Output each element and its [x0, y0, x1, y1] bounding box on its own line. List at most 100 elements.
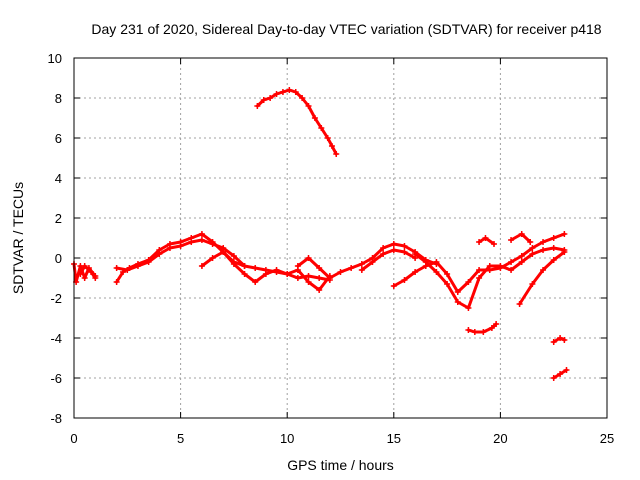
series-layer — [71, 87, 570, 381]
data-point — [380, 251, 387, 257]
data-point — [561, 337, 568, 343]
data-point — [529, 251, 536, 257]
y-tick-label: -2 — [50, 291, 62, 306]
y-tick-label: -4 — [50, 331, 62, 346]
data-point — [305, 279, 312, 285]
series-track-2 — [78, 264, 97, 280]
data-point — [561, 249, 568, 255]
data-point — [273, 91, 280, 97]
data-point — [252, 279, 259, 285]
data-point — [316, 287, 323, 293]
data-point — [358, 261, 365, 267]
data-point — [444, 281, 451, 287]
data-point — [516, 301, 523, 307]
data-point — [326, 275, 333, 281]
y-tick-label: -8 — [50, 411, 62, 426]
data-point — [294, 275, 301, 281]
data-point — [81, 275, 88, 281]
data-point — [252, 265, 259, 271]
data-point — [550, 339, 557, 345]
data-point — [311, 115, 318, 121]
data-point — [508, 267, 515, 273]
data-point — [518, 231, 525, 237]
data-point — [284, 271, 291, 277]
data-point — [209, 241, 216, 247]
y-tick-label: -6 — [50, 371, 62, 386]
data-point — [529, 245, 536, 251]
data-point — [369, 259, 376, 265]
data-point — [92, 275, 99, 281]
data-point — [380, 245, 387, 251]
chart-title: Day 231 of 2020, Sidereal Day-to-day VTE… — [91, 21, 601, 37]
data-point — [476, 275, 483, 281]
data-point — [188, 239, 195, 245]
data-point — [465, 327, 472, 333]
data-point — [279, 89, 286, 95]
plot-frame — [73, 57, 608, 419]
data-point — [518, 253, 525, 259]
data-point — [177, 243, 184, 249]
data-point — [292, 89, 299, 95]
data-point — [508, 259, 515, 265]
data-point — [444, 271, 451, 277]
data-point — [333, 151, 340, 157]
data-point — [260, 97, 267, 103]
data-point — [563, 367, 570, 373]
data-point — [134, 263, 141, 269]
x-tick-label: 0 — [70, 431, 77, 446]
data-point — [497, 263, 504, 269]
data-point — [527, 239, 534, 245]
data-point — [230, 253, 237, 259]
data-point — [540, 267, 547, 273]
data-point — [198, 231, 205, 237]
data-point — [294, 263, 301, 269]
data-point — [482, 235, 489, 241]
series-track-11 — [509, 232, 532, 244]
data-point — [540, 239, 547, 245]
data-point — [508, 237, 515, 243]
data-point — [486, 263, 493, 269]
data-point — [550, 257, 557, 263]
data-point — [316, 275, 323, 281]
data-point — [557, 335, 564, 341]
data-point — [241, 263, 248, 269]
data-point — [540, 247, 547, 253]
data-point — [286, 87, 293, 93]
data-point — [166, 245, 173, 251]
y-tick-label: 4 — [55, 171, 62, 186]
data-point — [550, 245, 557, 251]
data-point — [198, 263, 205, 269]
series-track-7 — [360, 248, 417, 272]
series-track-10 — [477, 236, 496, 246]
data-point — [529, 281, 536, 287]
data-point — [348, 265, 355, 271]
data-point — [390, 283, 397, 289]
data-point — [401, 277, 408, 283]
data-point — [88, 269, 95, 275]
data-point — [262, 271, 269, 277]
data-point — [491, 241, 498, 247]
data-point — [454, 299, 461, 305]
data-point — [480, 329, 487, 335]
series-track-6 — [296, 242, 438, 280]
data-point — [518, 259, 525, 265]
grid-layer — [74, 58, 607, 418]
data-point — [267, 95, 274, 101]
data-point — [156, 251, 163, 257]
data-point — [113, 279, 120, 285]
data-point — [471, 329, 478, 335]
data-point — [316, 265, 323, 271]
x-tick-label: 5 — [177, 431, 184, 446]
y-tick-label: 0 — [55, 251, 62, 266]
y-tick-label: 10 — [48, 51, 62, 66]
data-point — [337, 269, 344, 275]
data-point — [557, 371, 564, 377]
series-track-9 — [413, 246, 566, 310]
data-point — [465, 305, 472, 311]
data-point — [390, 241, 397, 247]
data-point — [476, 239, 483, 245]
data-point — [305, 103, 312, 109]
data-point — [299, 95, 306, 101]
x-tick-label: 20 — [493, 431, 507, 446]
